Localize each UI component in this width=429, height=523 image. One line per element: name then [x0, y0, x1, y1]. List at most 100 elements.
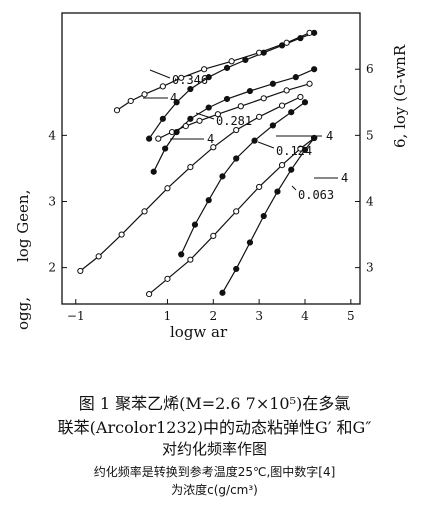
data-point-filled — [288, 166, 295, 173]
anno-leader — [149, 69, 171, 79]
marker-number: 4 — [170, 91, 177, 105]
data-point-open — [283, 87, 290, 94]
data-point-filled — [159, 115, 166, 122]
series-line — [79, 96, 301, 272]
data-point-open — [164, 185, 171, 192]
data-point-open — [297, 93, 304, 101]
data-point-open — [95, 253, 102, 260]
x-tick-label: −1 — [67, 309, 85, 323]
anno-leader — [257, 141, 275, 149]
data-point-filled — [246, 87, 254, 95]
data-point-filled — [162, 145, 169, 152]
caption-line-1: 图 1 聚苯乙烯(M=2.6 7×10⁵)在多氯 — [78, 394, 351, 413]
data-point-filled — [205, 104, 212, 111]
data-point-filled — [205, 74, 212, 81]
data-point-filled — [219, 173, 226, 180]
data-point-filled — [260, 49, 267, 56]
data-point-open — [228, 58, 235, 65]
data-point-filled — [233, 265, 240, 273]
x-tick-label: 4 — [301, 309, 309, 323]
y-axis-left-label: log Geen, — [14, 190, 32, 262]
plot-frame — [61, 12, 361, 305]
x-tick-label: 3 — [255, 309, 263, 323]
caption-line-2: 联苯(Arcolor1232)中的动态粘弹性G′ 和G″ — [57, 418, 372, 437]
data-point-filled — [242, 56, 249, 64]
y-left-tick-label: 2 — [48, 261, 56, 275]
data-point-open — [187, 256, 194, 263]
y-right-tick-label: 6 — [366, 62, 374, 76]
y-right-tick-label: 5 — [366, 128, 374, 142]
data-point-filled — [187, 85, 194, 93]
data-point-open — [155, 135, 162, 142]
data-point-filled — [178, 251, 185, 258]
chart: −1 1 2 3 4 5 2 3 4 3 4 5 6 logw ar log Geen, ogg, 6,… — [14, 12, 409, 341]
series-line — [153, 68, 315, 172]
y-axis-right-label: 6, loy (G-wnR — [391, 44, 409, 148]
data-point-open — [278, 162, 286, 169]
data-point-filled — [191, 221, 199, 228]
data-point-open — [113, 107, 121, 114]
series-line — [221, 137, 315, 294]
data-point-open — [283, 39, 290, 46]
data-point-open — [260, 95, 267, 102]
marker-group — [77, 29, 318, 298]
data-point-filled — [219, 289, 226, 296]
data-point-filled — [173, 128, 180, 136]
data-point-open — [187, 163, 194, 171]
data-point-filled — [233, 155, 240, 162]
data-point-open — [210, 232, 217, 239]
caption-line-5: 为浓度c(g/cm³) — [171, 483, 258, 497]
data-point-filled — [146, 135, 153, 142]
data-point-filled — [205, 197, 212, 204]
data-point-open — [127, 97, 134, 105]
data-point-filled — [187, 115, 194, 122]
data-point-filled — [311, 134, 318, 142]
data-point-open — [233, 126, 240, 134]
data-point-open — [256, 183, 263, 191]
marker-number: 4 — [341, 171, 348, 185]
y-left-tick-label: 4 — [48, 128, 56, 142]
data-point-filled — [251, 137, 258, 144]
x-axis-label: logw ar — [170, 323, 228, 341]
data-point-filled — [223, 64, 231, 71]
tick-group: −1 1 2 3 4 5 2 3 4 3 4 5 6 — [48, 62, 374, 323]
data-point-open — [256, 113, 263, 120]
data-point-open — [178, 74, 185, 81]
data-point-filled — [246, 239, 254, 246]
marker-number: 4 — [326, 129, 333, 143]
series-line — [116, 32, 310, 111]
data-point-open — [118, 231, 125, 238]
data-point-open — [77, 267, 84, 275]
data-point-filled — [292, 74, 299, 81]
anno-leader — [291, 185, 297, 191]
x-tick-label: 2 — [209, 309, 217, 323]
concentration-label: 0.281 — [216, 114, 252, 128]
data-point-filled — [173, 99, 180, 106]
data-point-filled — [301, 146, 309, 154]
caption-line-4: 约化频率是转换到参考温度25℃,图中数字[4] — [93, 465, 336, 479]
anno-leader — [195, 112, 215, 120]
y-axis-left-sublabel: ogg, — [14, 297, 32, 330]
data-point-filled — [150, 168, 157, 175]
data-point-open — [201, 66, 208, 73]
data-point-filled — [223, 95, 231, 103]
data-point-filled — [301, 99, 309, 106]
data-point-filled — [297, 35, 304, 42]
data-point-open — [306, 80, 313, 87]
concentration-label: 0.063 — [298, 188, 334, 202]
data-point-open — [210, 144, 217, 151]
data-point-open — [182, 122, 189, 130]
data-point-open — [196, 117, 203, 124]
y-left-tick-label: 3 — [48, 194, 56, 208]
data-point-open — [146, 290, 153, 298]
data-point-filled — [269, 80, 276, 87]
data-point-open — [233, 208, 240, 215]
data-point-filled — [311, 66, 318, 73]
data-point-filled — [311, 29, 318, 36]
data-point-open — [237, 103, 244, 110]
y-right-tick-label: 4 — [366, 194, 374, 208]
data-point-filled — [288, 109, 295, 116]
data-point-filled — [278, 42, 286, 49]
data-point-open — [164, 275, 171, 282]
x-tick-label: 1 — [164, 309, 172, 323]
